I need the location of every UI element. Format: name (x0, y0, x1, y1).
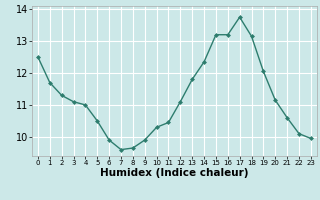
X-axis label: Humidex (Indice chaleur): Humidex (Indice chaleur) (100, 168, 249, 178)
